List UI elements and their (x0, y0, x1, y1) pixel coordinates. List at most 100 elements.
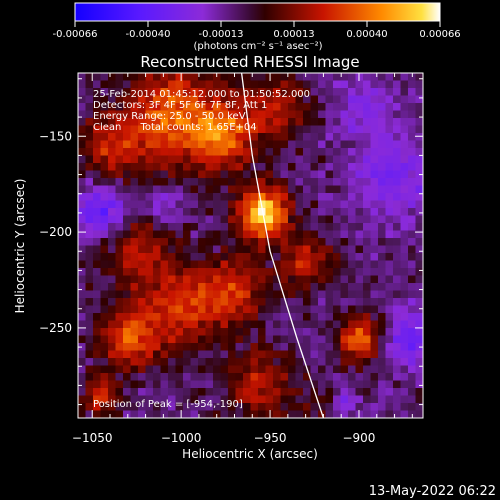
heatmap-cell (108, 245, 116, 254)
heatmap-cell (295, 155, 304, 164)
heatmap-cell (93, 170, 101, 179)
heatmap-cell (243, 305, 251, 314)
heatmap-cell (288, 283, 296, 291)
heatmap-cell (228, 118, 236, 126)
heatmap-cell (280, 305, 289, 314)
heatmap-cell (310, 260, 319, 269)
heatmap-cell (100, 208, 109, 216)
heatmap-cell (190, 313, 199, 321)
heatmap-cell (213, 350, 221, 359)
heatmap-cell (100, 260, 109, 269)
heatmap-cell (370, 403, 379, 411)
heatmap-cell (273, 148, 281, 156)
heatmap-cell (93, 350, 101, 359)
heatmap-cell (235, 253, 244, 261)
heatmap-cell (243, 410, 251, 418)
heatmap-cell (145, 125, 154, 134)
heatmap-cell (100, 125, 109, 134)
heatmap-cell (385, 358, 394, 366)
heatmap-cell (348, 80, 356, 89)
heatmap-cell (220, 223, 229, 231)
heatmap-cell (370, 155, 379, 164)
heatmap-cell (303, 163, 311, 171)
heatmap-cell (108, 110, 116, 119)
heatmap-cell (393, 223, 401, 231)
heatmap-cell (198, 140, 206, 149)
heatmap-cell (295, 178, 304, 186)
heatmap-cell (160, 245, 169, 254)
chart-title: Reconstructed RHESSI Image (140, 53, 359, 71)
heatmap-cell (123, 133, 131, 141)
heatmap-cell (153, 298, 161, 306)
heatmap-cell (138, 290, 146, 299)
heatmap-cell (348, 238, 356, 246)
heatmap-cell (153, 133, 161, 141)
heatmap-cell (78, 230, 86, 239)
heatmap-cell (85, 328, 94, 336)
heatmap-cell (160, 125, 169, 134)
heatmap-cell (340, 410, 349, 418)
heatmap-cell (310, 238, 319, 246)
heatmap-cell (85, 125, 94, 134)
heatmap-cell (220, 215, 229, 224)
heatmap-cell (348, 95, 356, 104)
heatmap-cell (145, 178, 154, 186)
heatmap-cell (220, 373, 229, 381)
heatmap-cell (385, 80, 394, 89)
heatmap-cell (363, 163, 371, 171)
heatmap-cell (303, 305, 311, 314)
heatmap-cell (348, 245, 356, 254)
heatmap-cell (363, 410, 371, 418)
heatmap-cell (385, 380, 394, 389)
heatmap-cell (265, 110, 274, 119)
heatmap-cell (295, 170, 304, 179)
heatmap-cell (273, 223, 281, 231)
heatmap-cell (310, 365, 319, 374)
heatmap-cell (205, 163, 214, 171)
heatmap-cell (340, 170, 349, 179)
heatmap-cell (408, 200, 416, 209)
heatmap-cell (415, 245, 423, 254)
heatmap-cell (408, 275, 416, 284)
heatmap-cell (400, 95, 409, 104)
heatmap-cell (235, 365, 244, 374)
x-tick-label: −950 (254, 431, 287, 445)
heatmap-cell (205, 73, 214, 81)
heatmap-cell (78, 200, 86, 209)
heatmap-cell (160, 118, 169, 126)
heatmap-cell (183, 215, 191, 224)
heatmap-cell (160, 148, 169, 156)
heatmap-cell (205, 328, 214, 336)
heatmap-cell (288, 88, 296, 96)
heatmap-cell (243, 260, 251, 269)
heatmap-cell (310, 170, 319, 179)
heatmap-cell (318, 365, 326, 374)
heatmap-cell (115, 388, 124, 396)
heatmap-cell (333, 245, 341, 254)
heatmap-cell (153, 193, 161, 201)
heatmap-cell (258, 148, 266, 156)
heatmap-cell (408, 110, 416, 119)
heatmap-cell (333, 155, 341, 164)
heatmap-cell (250, 185, 259, 194)
heatmap-cell (303, 208, 311, 216)
heatmap-cell (385, 88, 394, 96)
heatmap-cell (400, 403, 409, 411)
heatmap-cell (115, 305, 124, 314)
heatmap-cell (258, 178, 266, 186)
heatmap-cell (85, 95, 94, 104)
heatmap-cell (108, 208, 116, 216)
heatmap-cell (310, 335, 319, 344)
heatmap-cell (393, 343, 401, 351)
heatmap-cell (348, 275, 356, 284)
heatmap-cell (378, 148, 386, 156)
heatmap-cell (348, 290, 356, 299)
heatmap-cell (408, 283, 416, 291)
heatmap-cell (130, 178, 139, 186)
heatmap-cell (220, 275, 229, 284)
heatmap-cell (280, 208, 289, 216)
heatmap-cell (340, 350, 349, 359)
heatmap-cell (303, 80, 311, 89)
heatmap-cell (408, 238, 416, 246)
heatmap-cell (408, 305, 416, 314)
